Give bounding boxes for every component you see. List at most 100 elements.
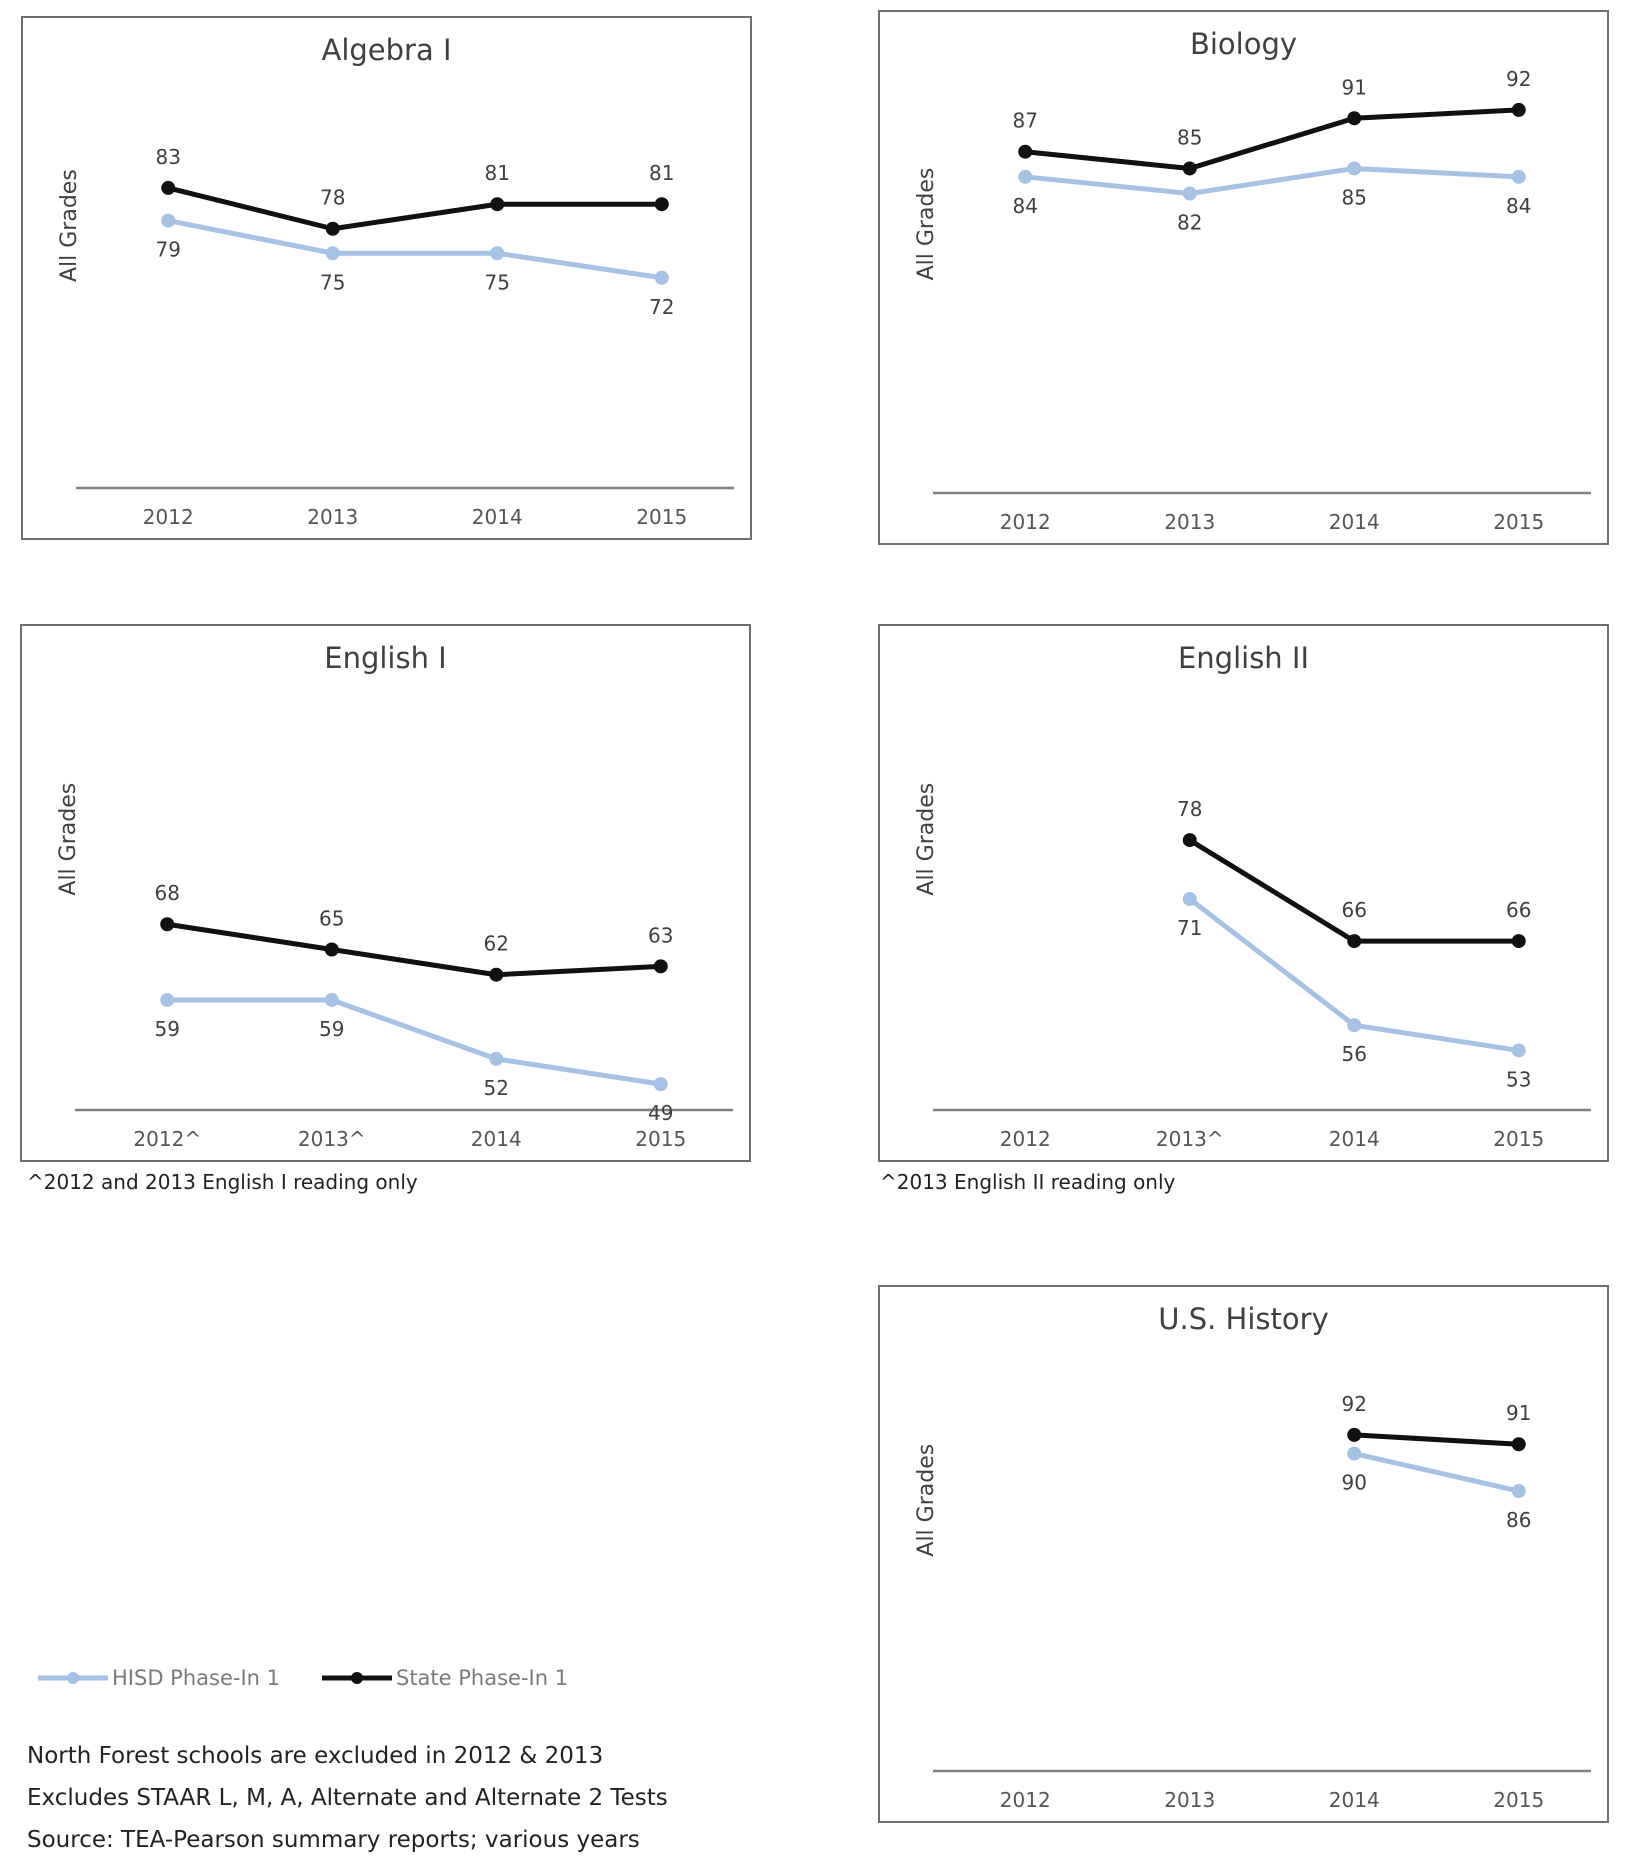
data-label-hisd: 49	[648, 1101, 673, 1125]
series-line-state	[167, 185, 662, 232]
ushistory-chart-svg: U.S. History All Grades 2012 2013 2014 2015 90…	[878, 1285, 1609, 1823]
data-label-state: 92	[1506, 67, 1531, 91]
x-tick-label: 2014	[1329, 1788, 1380, 1812]
data-label-hisd: 90	[1342, 1471, 1367, 1495]
biology-chart-svg: Biology All Grades 2012 2013 2014 2015 84 82 85 8…	[878, 10, 1609, 545]
data-point-state	[489, 967, 504, 982]
y-axis-label: All Grades	[914, 1444, 939, 1557]
data-point-state	[324, 942, 339, 957]
data-label-hisd: 71	[1177, 916, 1202, 940]
data-label-hisd: 52	[484, 1076, 509, 1100]
x-tick-label: 2015	[1493, 510, 1544, 534]
data-point-hisd	[1347, 1018, 1362, 1033]
data-label-hisd: 59	[155, 1017, 180, 1041]
data-label-state: 78	[320, 186, 345, 210]
x-tick-label: 2012	[1000, 1127, 1051, 1151]
x-tick-label: 2014	[1329, 1127, 1380, 1151]
y-axis-label: All Grades	[57, 169, 82, 282]
data-point-hisd	[160, 992, 175, 1007]
data-label-hisd: 75	[320, 270, 345, 294]
data-label-state: 66	[1506, 898, 1531, 922]
chart-notes: North Forest schools are excluded in 201…	[27, 1735, 668, 1861]
data-point-hisd	[324, 992, 339, 1007]
data-label-state: 91	[1506, 1401, 1531, 1425]
chart-title: Biology	[1190, 27, 1297, 61]
data-point-hisd	[1182, 186, 1197, 201]
x-tick-label: 2012	[1000, 510, 1051, 534]
data-point-state	[1347, 934, 1362, 949]
legend-item-hisd: HISD Phase-In 1	[38, 1666, 280, 1690]
data-point-state	[1511, 102, 1526, 117]
data-point-hisd	[325, 246, 340, 261]
x-tick-label: 2015	[1493, 1788, 1544, 1812]
note-line: North Forest schools are excluded in 201…	[27, 1743, 604, 1769]
x-tick-label: 2012^	[133, 1127, 201, 1151]
data-label-state: 85	[1177, 125, 1202, 149]
legend-label-hisd: HISD Phase-In 1	[112, 1666, 280, 1690]
data-point-hisd	[1347, 161, 1362, 176]
chart-frame	[878, 10, 1609, 545]
series-line-hisd	[1024, 165, 1519, 197]
data-label-state: 65	[319, 906, 344, 930]
data-label-hisd: 59	[319, 1017, 344, 1041]
data-point-state	[161, 180, 176, 195]
chart-us-history: U.S. History All Grades 2012 2013 2014 2015 90…	[878, 1285, 1609, 1823]
data-label-state: 78	[1177, 797, 1202, 821]
data-label-hisd: 82	[1177, 211, 1202, 235]
chart-frame	[21, 16, 752, 540]
data-label-state: 81	[649, 161, 674, 185]
data-point-state	[653, 959, 668, 974]
data-label-state: 63	[648, 923, 673, 947]
data-point-state	[490, 197, 505, 212]
data-point-state	[1347, 111, 1362, 126]
data-point-hisd	[1511, 169, 1526, 184]
series-line-hisd	[1353, 1451, 1520, 1494]
data-point-hisd	[1511, 1043, 1526, 1058]
series-line-state	[166, 921, 661, 978]
data-label-state: 91	[1342, 75, 1367, 99]
x-tick-label: 2014	[472, 505, 523, 529]
x-tick-label: 2012	[143, 505, 194, 529]
hisd-legend-line-icon	[38, 1672, 108, 1684]
data-label-state: 62	[484, 932, 509, 956]
x-tick-label: 2014	[1329, 510, 1380, 534]
y-axis-label: All Grades	[914, 783, 939, 896]
series-line-state	[1188, 837, 1519, 944]
chart-biology: Biology All Grades 2012 2013 2014 2015 84 82 85 8…	[878, 10, 1609, 545]
data-point-state	[1347, 1427, 1362, 1442]
chart-title: Algebra I	[321, 33, 451, 67]
data-label-state: 92	[1342, 1392, 1367, 1416]
series-line-state	[1354, 1432, 1519, 1447]
data-point-hisd	[490, 246, 505, 261]
data-label-hisd: 85	[1342, 185, 1367, 209]
data-label-hisd: 84	[1013, 194, 1038, 218]
x-tick-label: 2012	[1000, 1788, 1051, 1812]
data-point-hisd	[1347, 1446, 1362, 1461]
data-point-state	[1182, 833, 1197, 848]
chart-frame	[878, 624, 1609, 1162]
english2-chart-svg: English II All Grades 2012 2013^ 2014 2015 71 5…	[878, 624, 1609, 1162]
english1-chart-svg: English I All Grades 2012^ 2013^ 2014 2015 59 5…	[20, 624, 751, 1162]
data-point-state	[1511, 1437, 1526, 1452]
data-label-state: 83	[156, 145, 181, 169]
data-point-state	[160, 917, 175, 932]
english-1-footnote: ^2012 and 2013 English I reading only	[27, 1170, 418, 1194]
series-line-state	[1024, 107, 1519, 171]
data-point-hisd	[654, 270, 669, 285]
data-label-state: 68	[155, 881, 180, 905]
chart-title: English II	[1178, 641, 1309, 675]
x-tick-label: 2015	[636, 505, 687, 529]
x-tick-label: 2013^	[298, 1127, 366, 1151]
data-point-state	[1182, 161, 1197, 176]
data-label-hisd: 79	[156, 238, 181, 262]
data-label-state: 87	[1013, 109, 1038, 133]
x-tick-label: 2014	[471, 1127, 522, 1151]
chart-title: English I	[324, 641, 447, 675]
data-label-hisd: 72	[649, 295, 674, 319]
data-point-state	[1511, 934, 1526, 949]
x-tick-label: 2015	[1493, 1127, 1544, 1151]
data-label-state: 81	[485, 161, 510, 185]
data-label-hisd: 56	[1342, 1042, 1367, 1066]
data-label-hisd: 86	[1506, 1508, 1531, 1532]
note-line: Source: TEA-Pearson summary reports; var…	[27, 1827, 640, 1853]
